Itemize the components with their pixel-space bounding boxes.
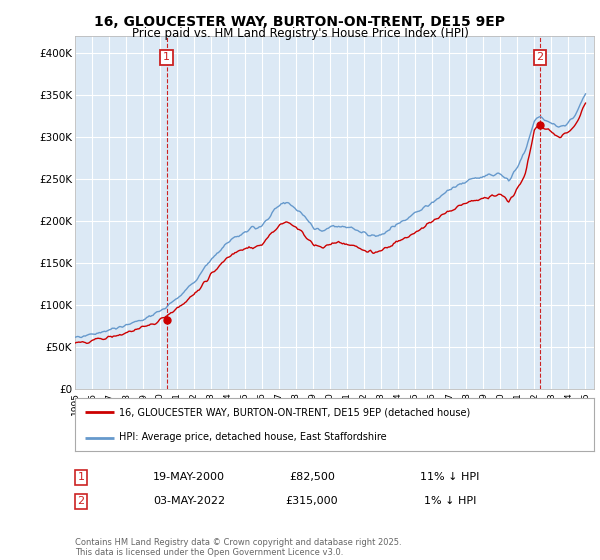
Text: 1: 1 bbox=[163, 53, 170, 62]
Text: 1: 1 bbox=[77, 472, 85, 482]
Text: 16, GLOUCESTER WAY, BURTON-ON-TRENT, DE15 9EP (detached house): 16, GLOUCESTER WAY, BURTON-ON-TRENT, DE1… bbox=[119, 408, 470, 418]
Text: 2: 2 bbox=[536, 53, 544, 62]
Text: HPI: Average price, detached house, East Staffordshire: HPI: Average price, detached house, East… bbox=[119, 432, 387, 442]
Text: 16, GLOUCESTER WAY, BURTON-ON-TRENT, DE15 9EP: 16, GLOUCESTER WAY, BURTON-ON-TRENT, DE1… bbox=[95, 15, 505, 29]
Text: 2: 2 bbox=[77, 496, 85, 506]
Text: £315,000: £315,000 bbox=[286, 496, 338, 506]
Text: Contains HM Land Registry data © Crown copyright and database right 2025.
This d: Contains HM Land Registry data © Crown c… bbox=[75, 538, 401, 557]
Text: 1% ↓ HPI: 1% ↓ HPI bbox=[424, 496, 476, 506]
Text: 11% ↓ HPI: 11% ↓ HPI bbox=[421, 472, 479, 482]
Text: 03-MAY-2022: 03-MAY-2022 bbox=[153, 496, 225, 506]
Text: £82,500: £82,500 bbox=[289, 472, 335, 482]
Text: Price paid vs. HM Land Registry's House Price Index (HPI): Price paid vs. HM Land Registry's House … bbox=[131, 27, 469, 40]
Text: 19-MAY-2000: 19-MAY-2000 bbox=[153, 472, 225, 482]
